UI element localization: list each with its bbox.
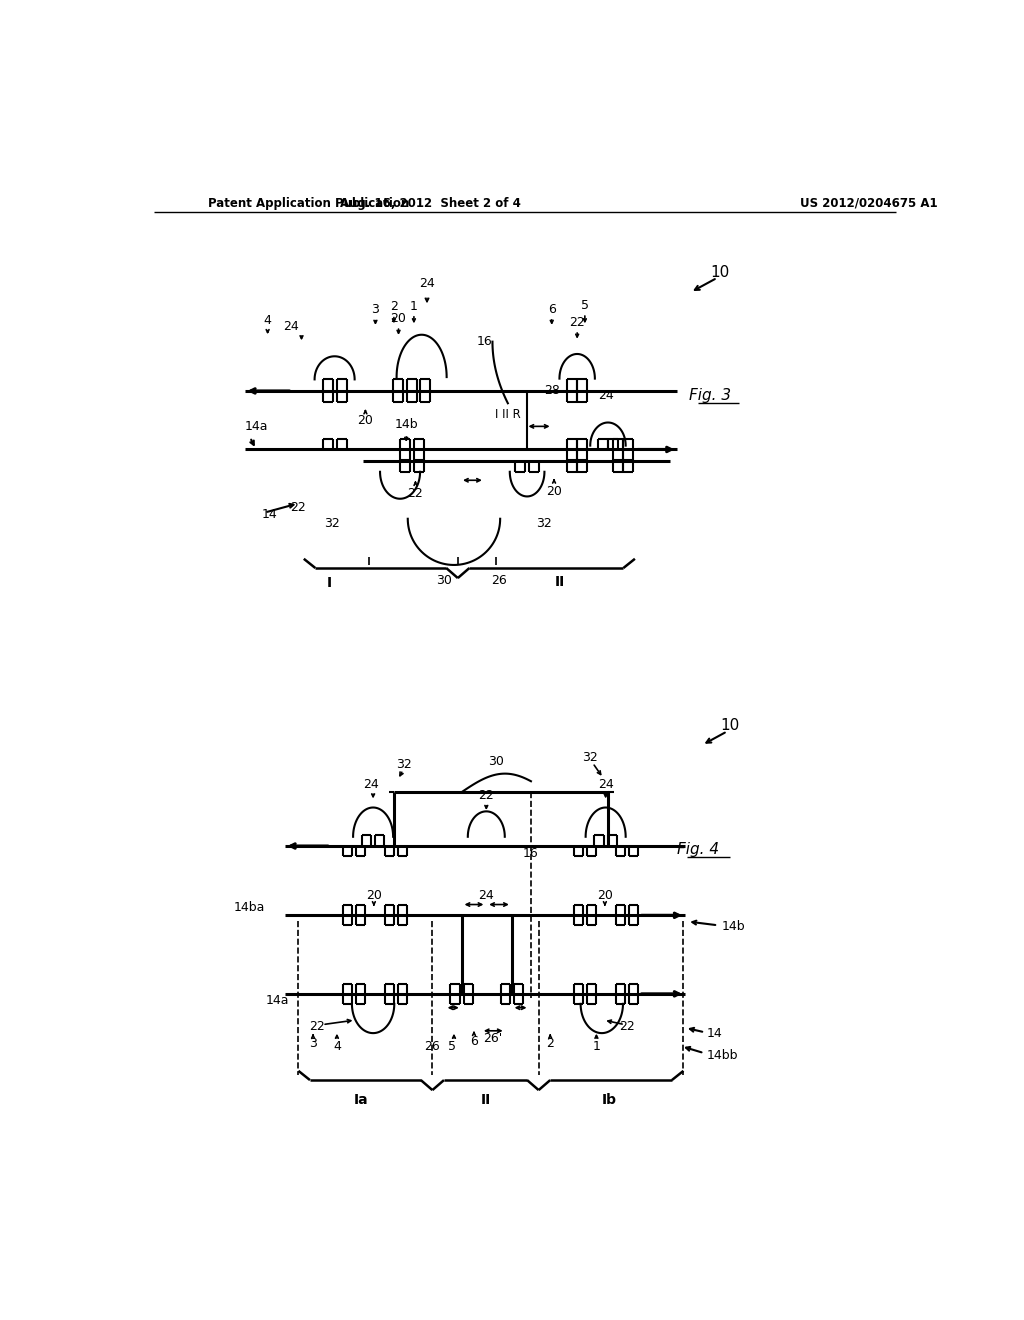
Text: 2: 2 <box>546 1038 554 1051</box>
Text: 26: 26 <box>492 574 507 587</box>
Text: Aug. 16, 2012  Sheet 2 of 4: Aug. 16, 2012 Sheet 2 of 4 <box>340 197 521 210</box>
Text: 30: 30 <box>436 574 452 587</box>
Text: 14b: 14b <box>722 920 745 933</box>
Text: 24: 24 <box>478 888 495 902</box>
Text: I: I <box>327 577 332 590</box>
Text: Fig. 3: Fig. 3 <box>689 388 731 403</box>
Text: 22: 22 <box>291 500 306 513</box>
Text: 3: 3 <box>309 1038 317 1051</box>
Text: 1: 1 <box>593 1040 600 1053</box>
Text: I II R: I II R <box>495 408 521 421</box>
Text: 28: 28 <box>544 384 560 397</box>
Text: II: II <box>555 576 565 589</box>
Text: 20: 20 <box>597 888 612 902</box>
Text: Fig. 4: Fig. 4 <box>677 842 720 857</box>
Text: 2: 2 <box>390 300 398 313</box>
Text: 16: 16 <box>523 847 539 861</box>
Text: 32: 32 <box>537 517 552 529</box>
Text: Ib: Ib <box>602 1093 617 1107</box>
Text: 14ba: 14ba <box>233 902 265 915</box>
Text: 30: 30 <box>488 755 504 768</box>
Text: 24: 24 <box>599 777 614 791</box>
Text: 22: 22 <box>408 487 423 500</box>
Text: 5: 5 <box>581 298 589 312</box>
Text: 16: 16 <box>477 335 493 348</box>
Text: 20: 20 <box>366 888 382 902</box>
Text: 14bb: 14bb <box>707 1049 738 1063</box>
Text: 32: 32 <box>396 758 412 771</box>
Text: 10: 10 <box>720 718 739 734</box>
Text: 22: 22 <box>569 315 585 329</box>
Text: 32: 32 <box>325 517 340 529</box>
Text: 20: 20 <box>357 413 374 426</box>
Text: 20: 20 <box>546 484 562 498</box>
Text: 1: 1 <box>410 300 418 313</box>
Text: 3: 3 <box>372 302 379 315</box>
Text: 14: 14 <box>261 508 278 520</box>
Text: 14a: 14a <box>245 420 268 433</box>
Text: 22: 22 <box>309 1019 325 1032</box>
Text: 10: 10 <box>710 265 729 280</box>
Text: Patent Application Publication: Patent Application Publication <box>208 197 409 210</box>
Text: 24: 24 <box>419 277 435 290</box>
Text: 4: 4 <box>333 1040 341 1053</box>
Text: 14: 14 <box>707 1027 722 1040</box>
Text: US 2012/0204675 A1: US 2012/0204675 A1 <box>801 197 938 210</box>
Text: 5: 5 <box>449 1040 457 1053</box>
Text: 24: 24 <box>283 319 299 333</box>
Text: 6: 6 <box>470 1035 478 1048</box>
Text: 26': 26' <box>483 1032 502 1045</box>
Text: 24: 24 <box>362 777 379 791</box>
Text: 6: 6 <box>548 302 556 315</box>
Text: Ia: Ia <box>354 1093 369 1107</box>
Text: 24: 24 <box>599 389 614 403</box>
Text: 14a: 14a <box>265 994 289 1007</box>
Text: 26: 26 <box>425 1040 440 1053</box>
Text: 20: 20 <box>390 312 407 325</box>
Text: 14b: 14b <box>394 418 418 432</box>
Text: 32: 32 <box>582 751 597 764</box>
Text: II: II <box>481 1093 492 1107</box>
Text: 4: 4 <box>264 314 271 326</box>
Text: 22: 22 <box>478 789 495 803</box>
Text: 22: 22 <box>620 1019 635 1032</box>
